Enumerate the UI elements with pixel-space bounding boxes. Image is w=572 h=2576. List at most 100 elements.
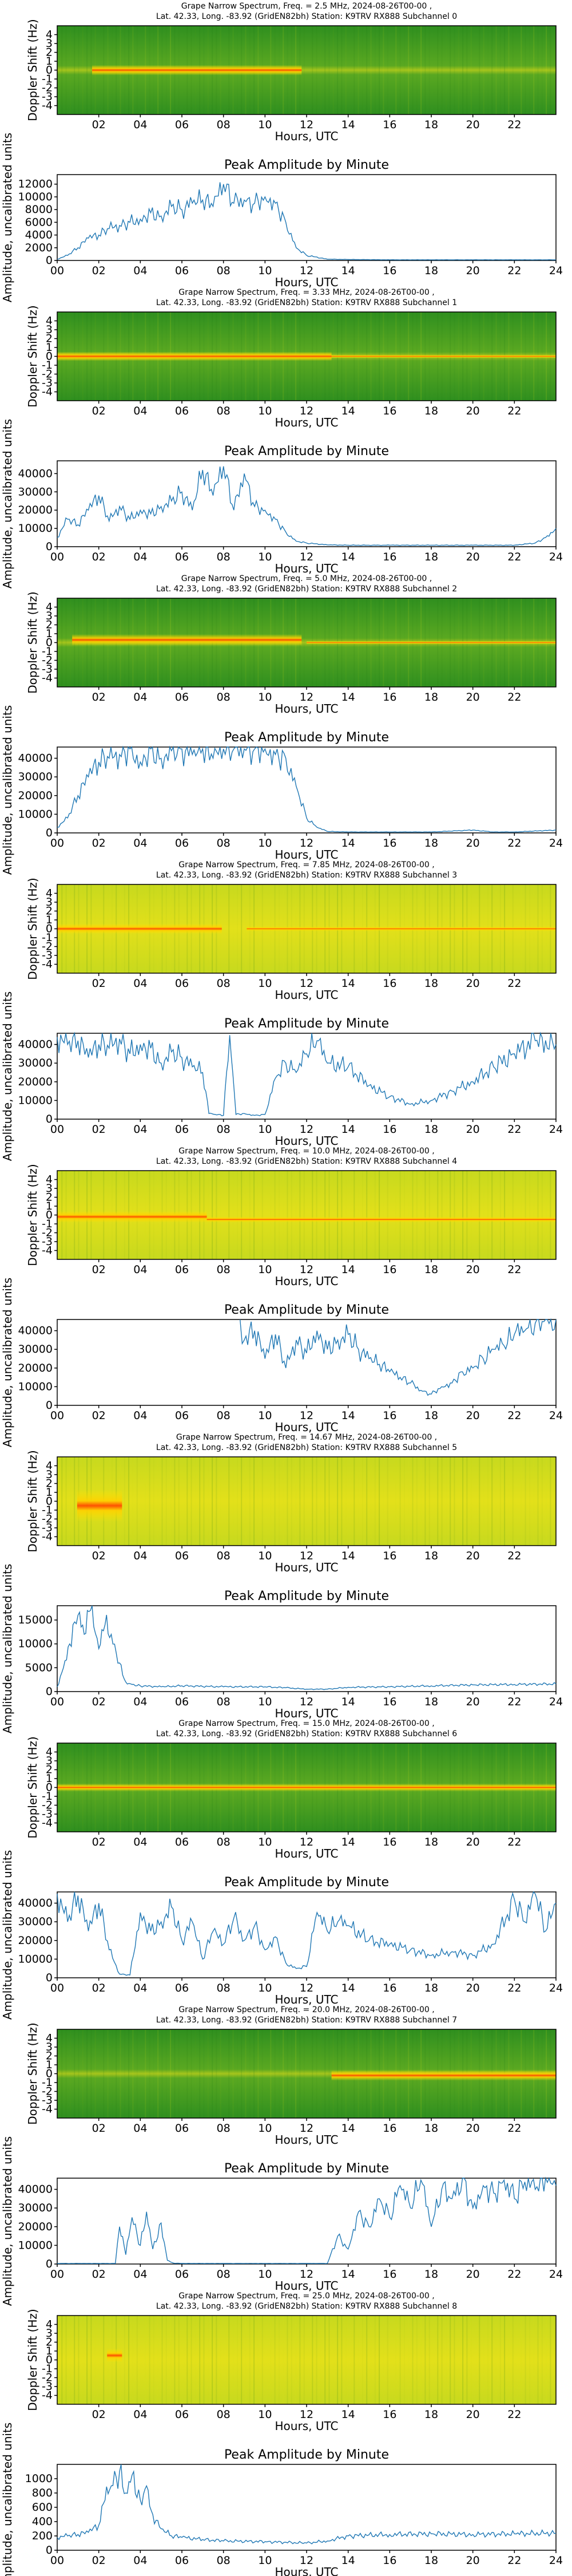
spectrogram-xtick-label: 22 <box>507 405 521 417</box>
spectrogram-xtick-label: 12 <box>300 2122 313 2135</box>
spectrogram-texture <box>303 2029 305 2118</box>
spectrogram-ytick-label: 1 <box>46 1772 53 1785</box>
spectrogram-texture <box>261 2316 263 2404</box>
spectrogram-texture <box>333 1171 334 1259</box>
spectrogram-texture <box>521 1457 522 1546</box>
spectrogram-texture <box>74 2029 76 2118</box>
spectrogram-ylabel: Doppler Shift (Hz) <box>26 2309 39 2411</box>
spectrogram-texture <box>287 1457 288 1546</box>
spectrogram-texture <box>90 26 92 114</box>
spectrogram-texture <box>470 2316 472 2404</box>
spectrogram-xtick-label: 14 <box>341 405 355 417</box>
spectrogram-ytick-label: 4 <box>46 29 53 41</box>
spectrogram-xtick-label: 22 <box>507 2122 521 2135</box>
spectrogram-title-line2: Lat. 42.33, Long. -83.92 (GridEN82bh) St… <box>156 1729 457 1739</box>
channel-panel-8: Grape Narrow Spectrum, Freq. = 25.0 MHz,… <box>1 2291 563 2576</box>
spectrogram-texture <box>291 2029 292 2118</box>
spectrogram-texture <box>324 1171 326 1259</box>
amplitude-title: Peak Amplitude by Minute <box>224 2162 389 2176</box>
spectrogram-image <box>57 2316 556 2404</box>
amplitude-xtick-label: 06 <box>175 2554 189 2567</box>
amplitude-xtick-label: 08 <box>217 1123 231 1136</box>
spectrogram-xtick-label: 14 <box>341 977 355 990</box>
amplitude-xlabel: Hours, UTC <box>275 275 339 289</box>
spectrogram-texture <box>208 2029 209 2118</box>
amplitude-ytick-label: 20000 <box>18 1076 53 1088</box>
spectrogram-texture <box>412 1457 414 1546</box>
spectrogram-texture <box>495 26 497 114</box>
spectrogram-texture <box>495 1171 497 1259</box>
spectrogram-ytick-label: 0 <box>46 64 53 77</box>
spectrogram-texture <box>212 2029 213 2118</box>
spectrogram-texture <box>512 1171 514 1259</box>
spectrogram-ytick-label: -4 <box>42 100 53 112</box>
spectrogram-texture <box>170 2029 172 2118</box>
spectrogram-texture <box>149 2029 150 2118</box>
spectrogram-texture <box>508 26 510 114</box>
spectrogram-texture <box>299 2029 301 2118</box>
amplitude-xtick-label: 06 <box>175 551 189 563</box>
spectrogram-ytick-label: -3 <box>42 1522 53 1534</box>
spectrogram-texture <box>232 884 234 973</box>
spectrogram-texture <box>387 2316 388 2404</box>
channel-panel-2: Grape Narrow Spectrum, Freq. = 5.0 MHz, … <box>1 574 563 875</box>
amplitude-xtick-label: 24 <box>549 1123 563 1136</box>
spectrogram-texture <box>491 1171 493 1259</box>
spectrogram-xtick-label: 10 <box>258 1550 272 1562</box>
spectrogram-texture <box>103 2316 105 2404</box>
spectrogram-xtick-label: 10 <box>258 1836 272 1848</box>
amplitude-xtick-label: 10 <box>258 2554 272 2567</box>
spectrogram-texture <box>450 26 451 114</box>
spectrogram-ytick-label: -2 <box>42 368 53 381</box>
spectrogram-texture <box>424 1457 426 1546</box>
spectrogram-xtick-label: 04 <box>133 405 147 417</box>
amplitude-ytick-label: 0 <box>46 1685 53 1698</box>
spectrogram-ytick-label: -4 <box>42 1817 53 1830</box>
spectrogram-texture <box>533 1171 535 1259</box>
spectrogram-texture <box>170 2316 172 2404</box>
amplitude-xlabel: Hours, UTC <box>275 1134 339 1148</box>
spectrogram-texture <box>353 26 355 114</box>
amplitude-xtick-label: 04 <box>133 1982 147 1994</box>
spectrogram-title-line1: Grape Narrow Spectrum, Freq. = 3.33 MHz,… <box>178 288 434 297</box>
spectrogram-ytick-label: 3 <box>46 1182 53 1195</box>
spectrogram-texture <box>270 1457 272 1546</box>
spectrogram-texture <box>232 1457 234 1546</box>
spectrogram-doppler-trace <box>92 65 302 76</box>
spectrogram-doppler-trace <box>307 641 556 645</box>
spectrogram-ytick-label: -1 <box>42 2076 53 2089</box>
spectrogram-xtick-label: 02 <box>92 2122 106 2135</box>
spectrogram-texture <box>424 26 426 114</box>
spectrogram-texture <box>279 1171 280 1259</box>
spectrogram-texture <box>199 2029 201 2118</box>
spectrogram-ytick-label: 2 <box>46 1191 53 1204</box>
spectrogram-texture <box>94 2316 96 2404</box>
spectrogram-texture <box>542 1171 543 1259</box>
spectrogram-xtick-label: 12 <box>300 1836 313 1848</box>
amplitude-xtick-label: 14 <box>341 2268 355 2281</box>
amplitude-ylabel: Amplitude, uncalibrated units <box>1 1278 14 1447</box>
spectrogram-texture <box>462 1457 464 1546</box>
spectrogram-xtick-label: 14 <box>341 1836 355 1848</box>
spectrogram-texture <box>370 26 372 114</box>
spectrogram-texture <box>65 26 67 114</box>
spectrogram-xlabel: Hours, UTC <box>275 416 339 429</box>
spectrogram-ylabel: Doppler Shift (Hz) <box>26 19 39 121</box>
spectrogram-ytick-label: -4 <box>42 1244 53 1257</box>
amplitude-ytick-label: 1000 <box>25 2472 53 2485</box>
amplitude-xtick-label: 24 <box>549 1409 563 1422</box>
spectrogram-ytick-label: 3 <box>46 323 53 336</box>
spectrogram-xlabel: Hours, UTC <box>275 1847 339 1860</box>
spectrogram-ytick-label: -2 <box>42 1513 53 1526</box>
spectrogram-ytick-label: -4 <box>42 2389 53 2402</box>
spectrogram-ytick-label: -2 <box>42 1799 53 1812</box>
spectrogram-texture <box>366 26 368 114</box>
spectrogram-texture <box>504 1457 506 1546</box>
spectrogram-texture <box>462 2316 464 2404</box>
spectrogram-ytick-label: 1 <box>46 341 53 354</box>
amplitude-series-line <box>57 2464 557 2545</box>
amplitude-frame <box>57 1891 557 1978</box>
spectrogram-texture <box>395 1457 397 1546</box>
spectrogram-texture <box>428 2316 430 2404</box>
spectrogram-xtick-label: 16 <box>383 2408 396 2421</box>
